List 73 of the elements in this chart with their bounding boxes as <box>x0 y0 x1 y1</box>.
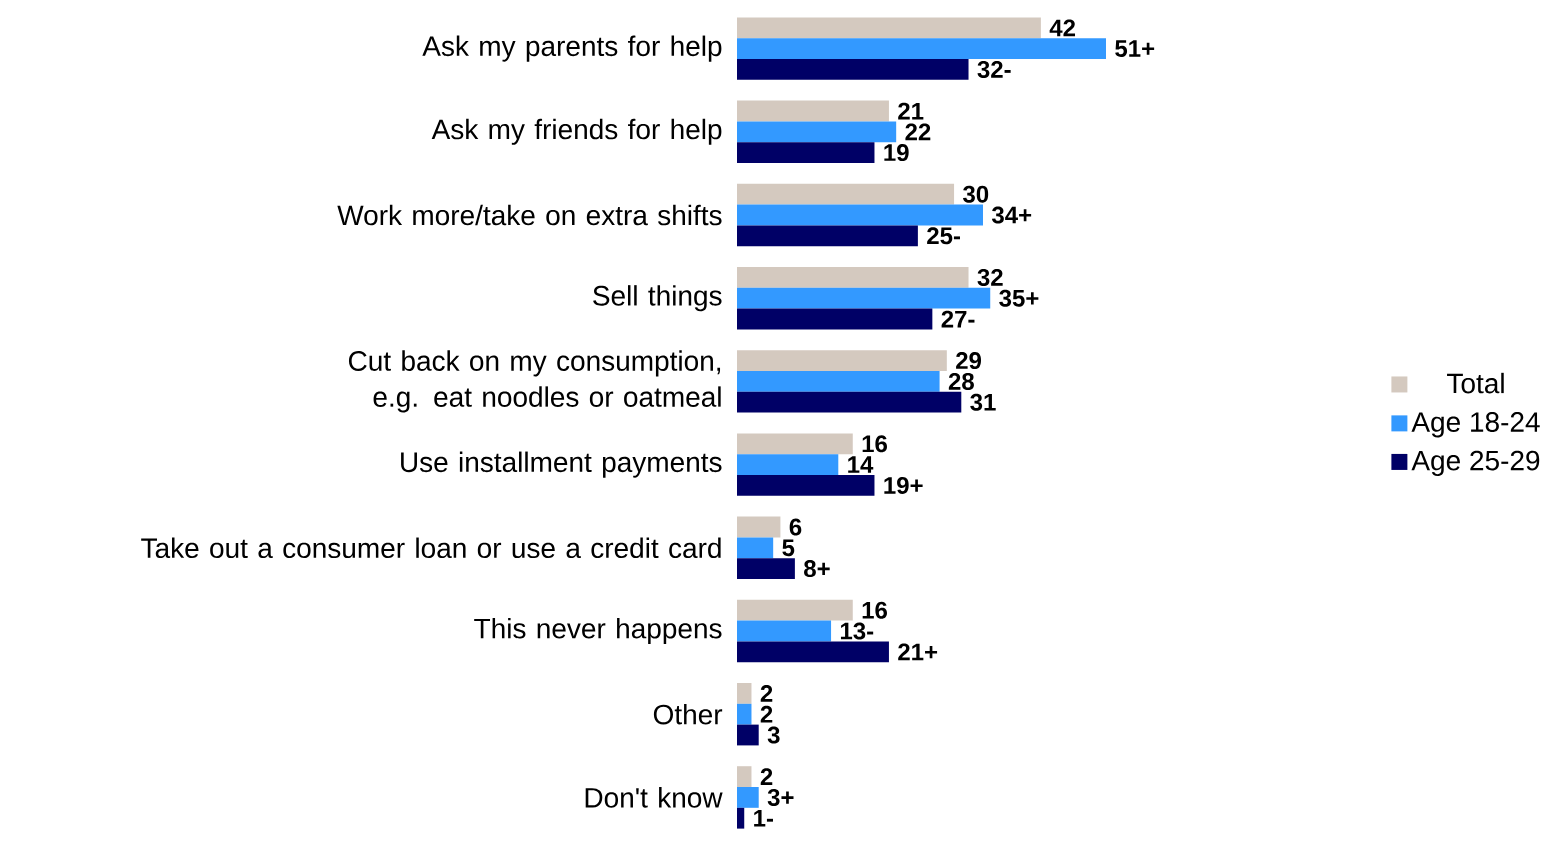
data-label: 27- <box>941 310 975 328</box>
legend-label: Age 18-24 <box>1411 412 1540 438</box>
bar <box>737 787 759 808</box>
y-tick-label: Ask my friends for help <box>431 118 722 145</box>
data-label: 35+ <box>999 289 1039 307</box>
data-label: 2 <box>760 705 773 723</box>
bar <box>737 454 839 476</box>
bar <box>737 100 889 122</box>
data-label: 3+ <box>767 788 794 806</box>
data-label: 1- <box>754 809 774 827</box>
data-label: 8+ <box>804 560 830 578</box>
data-label: 19+ <box>884 476 923 494</box>
bar <box>737 38 1106 60</box>
data-label: 28 <box>948 372 974 390</box>
bar <box>737 558 795 580</box>
y-tick-label: This never happens <box>474 617 722 645</box>
bar <box>737 807 745 829</box>
bar <box>737 475 875 496</box>
data-label: 32 <box>977 268 1003 286</box>
data-label: 31 <box>970 393 996 411</box>
data-label: 5 <box>782 539 795 557</box>
bar <box>737 391 962 413</box>
bar <box>737 267 969 288</box>
bar <box>737 703 752 725</box>
data-label: 16 <box>862 435 887 453</box>
data-label: 30 <box>963 185 989 203</box>
y-tick-label: Cut back on my consumption, e.g. eat noodles or oatmeal <box>348 350 721 413</box>
bar <box>737 724 759 746</box>
bar <box>737 142 875 164</box>
bar <box>737 121 897 143</box>
y-tick-label: Work more/take on extra shifts <box>337 204 722 226</box>
bar <box>737 766 752 788</box>
data-label: 29 <box>956 352 982 370</box>
y-tick-label: Take out a consumer loan or use a credit card <box>141 537 721 559</box>
data-label: 3 <box>767 726 780 744</box>
y-tick-label: Ask my parents for help <box>422 35 722 62</box>
data-label: 51+ <box>1115 40 1155 57</box>
data-label: 25- <box>927 227 960 245</box>
bar <box>737 641 889 663</box>
data-label: 16 <box>862 601 887 619</box>
y-tick-label: Don't know <box>585 787 723 808</box>
bar <box>737 350 947 372</box>
y-tick-label: Other <box>653 703 723 725</box>
data-label: 42 <box>1049 19 1076 37</box>
data-label: 19 <box>884 144 909 162</box>
data-label: 2 <box>760 685 773 702</box>
y-tick-label: Use installment payments <box>401 451 722 478</box>
data-label: 34+ <box>991 206 1032 224</box>
data-label: 21 <box>898 102 924 120</box>
bar <box>737 225 918 247</box>
bar <box>737 204 983 226</box>
bar <box>737 516 781 538</box>
data-label: 22 <box>905 123 931 141</box>
bar <box>737 308 933 330</box>
data-label: 6 <box>789 518 802 536</box>
bar <box>737 183 955 205</box>
bar <box>737 59 969 80</box>
data-label: 21+ <box>898 643 938 661</box>
bar <box>737 620 832 642</box>
bar <box>737 287 991 309</box>
bar <box>737 599 853 621</box>
data-label: 2 <box>760 768 773 785</box>
bar <box>737 371 940 392</box>
data-label: 14 <box>848 456 874 473</box>
data-label: 32- <box>977 60 1011 78</box>
legend-label: Age 25-29 <box>1411 450 1540 477</box>
bar <box>737 683 752 704</box>
y-tick-label: Sell things <box>593 285 722 312</box>
bar <box>737 537 774 559</box>
data-label: 13- <box>840 622 874 640</box>
bar <box>737 433 853 455</box>
bar <box>737 17 1041 39</box>
legend-label: Total <box>1447 372 1504 394</box>
